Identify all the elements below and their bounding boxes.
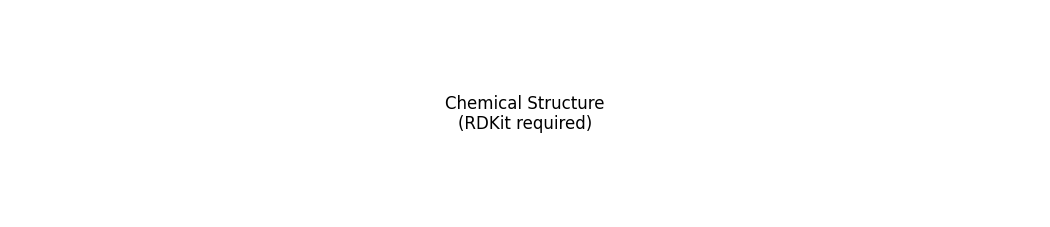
- Text: Chemical Structure
(RDKit required): Chemical Structure (RDKit required): [445, 94, 605, 133]
